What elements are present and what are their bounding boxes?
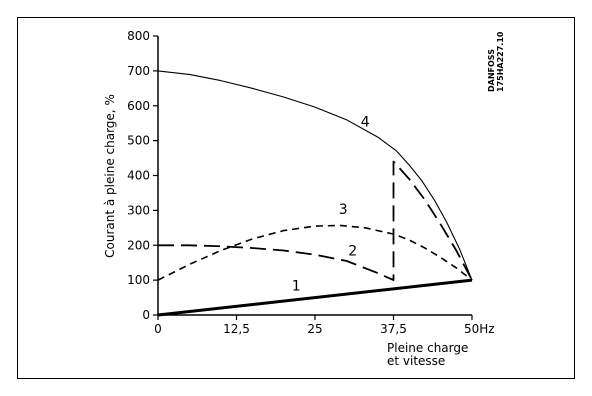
watermark-line-1: DANFOSS <box>487 49 496 92</box>
y-tick-label: 100 <box>127 273 150 287</box>
series-4-line <box>157 70 473 281</box>
y-tick-label: 300 <box>127 203 150 217</box>
curve-label-2: 2 <box>348 244 357 260</box>
y-tick-label: 800 <box>127 29 150 43</box>
y-tick-label: 600 <box>127 99 150 113</box>
curve-label-1: 1 <box>292 279 301 295</box>
y-tick-label: 500 <box>127 134 150 148</box>
series-3-line <box>157 224 473 281</box>
series-2-line <box>158 160 473 282</box>
x-tick-label: 0 <box>154 322 162 336</box>
plot-area: 0 100 200 300 400 500 600 700 800 0 12,5 25 37,5 50Hz… <box>127 29 495 336</box>
y-tick-label: 0 <box>142 308 150 322</box>
series-1-line <box>157 278 473 317</box>
y-tick-label: 400 <box>127 169 150 183</box>
x-axis-title-line-2: et vitesse <box>387 354 445 368</box>
x-tick-label: 12,5 <box>223 322 250 336</box>
watermark-line-2: 175HA227.10 <box>496 31 505 92</box>
curve-label-4: 4 <box>361 115 370 131</box>
y-tick-label: 200 <box>127 238 150 252</box>
y-tick-label: 700 <box>127 64 150 78</box>
curve-label-3: 3 <box>339 202 348 218</box>
x-tick-label: 37,5 <box>380 322 407 336</box>
x-tick-label: 50Hz <box>464 322 495 336</box>
figure-frame <box>17 17 575 379</box>
y-axis-title: Courant à pleine charge, % <box>103 94 117 258</box>
x-axis-title-line-1: Pleine charge <box>387 341 468 355</box>
x-tick-label: 25 <box>307 322 322 336</box>
